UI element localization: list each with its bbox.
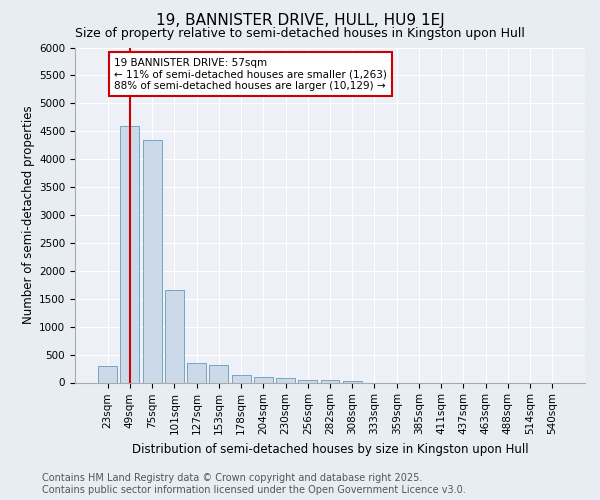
Bar <box>320 380 340 382</box>
Text: 19, BANNISTER DRIVE, HULL, HU9 1EJ: 19, BANNISTER DRIVE, HULL, HU9 1EJ <box>155 12 445 28</box>
Bar <box>209 364 228 382</box>
X-axis label: Distribution of semi-detached houses by size in Kingston upon Hull: Distribution of semi-detached houses by … <box>131 442 529 456</box>
Bar <box>232 375 251 382</box>
Bar <box>143 140 161 382</box>
Bar <box>343 381 362 382</box>
Bar <box>276 378 295 382</box>
Bar <box>165 290 184 382</box>
Y-axis label: Number of semi-detached properties: Number of semi-detached properties <box>22 106 35 324</box>
Bar <box>98 366 117 382</box>
Bar <box>121 126 139 382</box>
Bar <box>298 380 317 382</box>
Bar <box>187 363 206 382</box>
Text: Size of property relative to semi-detached houses in Kingston upon Hull: Size of property relative to semi-detach… <box>75 28 525 40</box>
Text: Contains HM Land Registry data © Crown copyright and database right 2025.
Contai: Contains HM Land Registry data © Crown c… <box>42 474 466 495</box>
Bar <box>254 377 273 382</box>
Text: 19 BANNISTER DRIVE: 57sqm
← 11% of semi-detached houses are smaller (1,263)
88% : 19 BANNISTER DRIVE: 57sqm ← 11% of semi-… <box>114 58 387 91</box>
